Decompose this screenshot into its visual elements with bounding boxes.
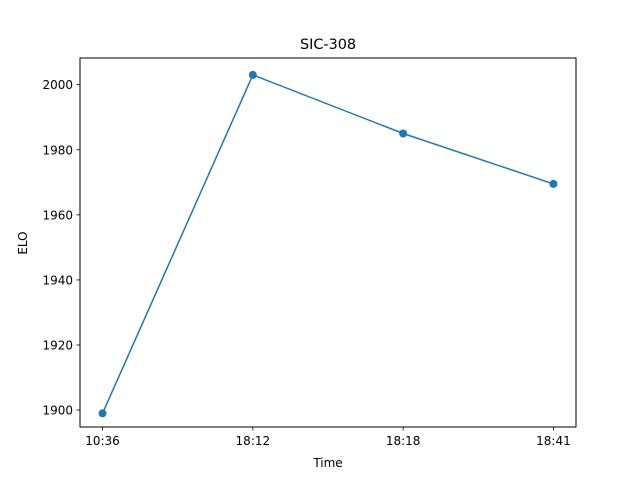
y-axis-label: ELO [16, 231, 30, 254]
axis-ticks: 10:36 18:12 18:18 18:41 1900 1920 1940 1960 1980… [42, 78, 570, 448]
data-point [248, 70, 257, 79]
x-tick-label: 18:18 [386, 434, 421, 448]
y-tick-label: 1960 [42, 208, 73, 222]
x-tick-label: 18:12 [236, 434, 271, 448]
y-tick-label: 1980 [42, 143, 73, 157]
plot-frame [79, 57, 577, 428]
data-point [98, 409, 107, 418]
y-tick-label: 1900 [42, 404, 73, 418]
x-tick-label: 18:41 [536, 434, 571, 448]
data-point [549, 179, 558, 188]
y-tick-label: 1920 [42, 339, 73, 353]
y-tick-label: 2000 [42, 78, 73, 92]
x-tick-label: 10:36 [85, 434, 120, 448]
chart-title: SIC-308 [300, 37, 356, 53]
y-tick-label: 1940 [42, 273, 73, 287]
series-line [101, 73, 554, 414]
x-axis-label: Time [312, 456, 342, 470]
plot-series [98, 70, 558, 418]
data-point [399, 129, 408, 138]
